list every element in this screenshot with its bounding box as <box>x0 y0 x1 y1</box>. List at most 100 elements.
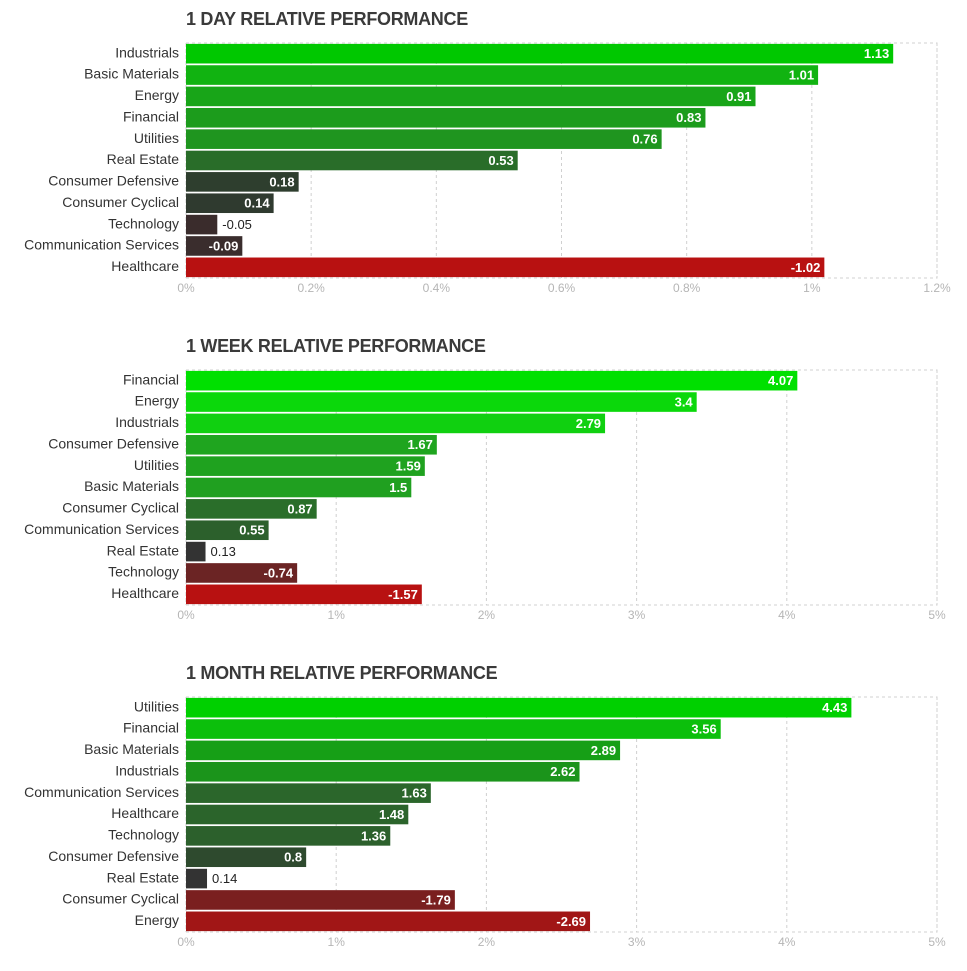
x-tick-label: 2% <box>478 608 496 622</box>
x-tick-label: 0.4% <box>423 281 451 295</box>
bar <box>186 761 580 782</box>
category-label: Real Estate <box>107 542 180 558</box>
bar <box>186 520 269 541</box>
value-label: 0.13 <box>211 544 236 559</box>
category-label: Healthcare <box>111 585 179 601</box>
bar <box>186 413 606 434</box>
x-tick-label: 1% <box>328 608 346 622</box>
bar <box>186 911 591 932</box>
category-label: Technology <box>108 215 179 231</box>
bar <box>186 868 208 889</box>
chart-title: 1 MONTH RELATIVE PERFORMANCE <box>186 663 498 683</box>
category-label: Industrials <box>115 762 179 778</box>
chart-title: 1 WEEK RELATIVE PERFORMANCE <box>186 336 486 356</box>
bar <box>186 477 412 498</box>
value-label: 2.62 <box>550 764 575 779</box>
value-label: 2.79 <box>576 416 601 431</box>
x-tick-label: 5% <box>928 608 946 622</box>
bar <box>186 847 307 868</box>
bar <box>186 214 218 235</box>
value-label: 4.07 <box>768 373 793 388</box>
value-label: 0.87 <box>287 501 312 516</box>
value-label: -0.09 <box>209 238 239 253</box>
bar <box>186 150 518 171</box>
value-label: 3.4 <box>675 394 694 409</box>
value-label: 0.53 <box>488 153 513 168</box>
value-label: 0.83 <box>676 110 701 125</box>
value-label: 1.5 <box>389 480 407 495</box>
bar <box>186 804 409 825</box>
value-label: 0.18 <box>269 174 294 189</box>
category-label: Communication Services <box>24 521 179 537</box>
bar <box>186 584 422 605</box>
category-label: Financial <box>123 371 179 387</box>
value-label: 1.59 <box>396 459 421 474</box>
x-tick-label: 0% <box>177 281 195 295</box>
value-label: 0.8 <box>284 850 302 865</box>
category-label: Industrials <box>115 414 179 430</box>
category-label: Real Estate <box>107 869 180 885</box>
category-label: Utilities <box>134 457 179 473</box>
value-label: 2.89 <box>591 743 616 758</box>
bar <box>186 890 455 910</box>
category-label: Energy <box>135 393 179 409</box>
x-tick-label: 3% <box>628 935 646 949</box>
category-label: Basic Materials <box>84 741 179 757</box>
x-tick-label: 2% <box>478 935 496 949</box>
bar <box>186 236 243 256</box>
value-label: 1.48 <box>379 807 404 822</box>
category-label: Communication Services <box>24 784 179 800</box>
bar <box>186 499 317 519</box>
x-tick-label: 4% <box>778 608 796 622</box>
x-tick-label: 0.8% <box>673 281 701 295</box>
value-label: 0.76 <box>632 132 657 147</box>
bar <box>186 740 621 761</box>
value-label: -1.79 <box>421 892 451 907</box>
x-tick-label: 1% <box>328 935 346 949</box>
value-label: 1.36 <box>361 828 386 843</box>
category-label: Utilities <box>134 698 179 714</box>
category-label: Energy <box>135 87 179 103</box>
chart-title: 1 DAY RELATIVE PERFORMANCE <box>186 9 468 29</box>
bar <box>186 719 721 739</box>
category-label: Technology <box>108 827 179 843</box>
bar <box>186 86 756 107</box>
bar <box>186 370 798 391</box>
value-label: 0.14 <box>244 196 270 211</box>
category-label: Consumer Defensive <box>48 173 179 189</box>
x-tick-label: 1% <box>803 281 821 295</box>
x-tick-label: 0% <box>177 935 195 949</box>
category-label: Utilities <box>134 130 179 146</box>
bar <box>186 392 697 412</box>
category-label: Technology <box>108 564 179 580</box>
value-label: 1.67 <box>408 437 433 452</box>
bar <box>186 541 206 562</box>
bar <box>186 563 298 583</box>
category-label: Energy <box>135 912 179 928</box>
category-label: Consumer Cyclical <box>62 500 179 516</box>
value-label: -1.57 <box>388 587 418 602</box>
bar <box>186 65 819 85</box>
x-tick-label: 1.2% <box>923 281 951 295</box>
bar <box>186 434 437 455</box>
value-label: -0.05 <box>222 217 252 232</box>
x-tick-label: 0.6% <box>548 281 576 295</box>
value-label: -2.69 <box>556 914 586 929</box>
value-label: -0.74 <box>264 565 294 580</box>
x-tick-label: 0% <box>177 608 195 622</box>
category-label: Healthcare <box>111 258 179 274</box>
value-label: 0.91 <box>726 89 751 104</box>
bar <box>186 257 825 278</box>
category-label: Industrials <box>115 44 179 60</box>
bar <box>186 43 894 64</box>
value-label: 3.56 <box>691 721 716 736</box>
category-label: Real Estate <box>107 151 180 167</box>
x-tick-label: 5% <box>928 935 946 949</box>
bar <box>186 107 706 128</box>
value-label: 0.14 <box>212 871 237 886</box>
category-label: Communication Services <box>24 237 179 253</box>
x-tick-label: 0.2% <box>297 281 325 295</box>
bar <box>186 129 662 149</box>
